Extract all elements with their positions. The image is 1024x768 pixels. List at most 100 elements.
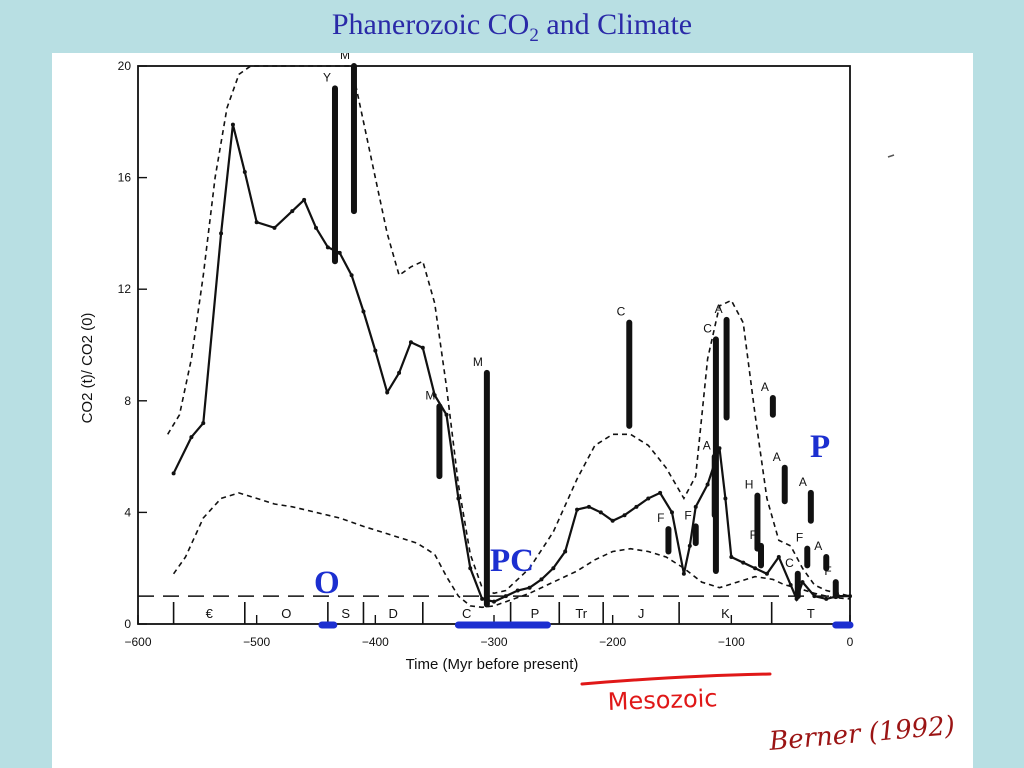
data-point <box>254 220 259 225</box>
climate-indicator-label: M <box>425 388 435 402</box>
x-tick-label: 0 <box>847 635 854 649</box>
climate-indicator-label: H <box>745 478 754 492</box>
x-tick-label: −100 <box>718 635 745 649</box>
data-point <box>705 482 710 487</box>
period-label: K <box>721 606 730 621</box>
series-lines <box>138 65 852 609</box>
data-point <box>492 599 496 604</box>
co2-upper-bound-line <box>167 65 851 597</box>
data-point <box>397 370 402 375</box>
climate-indicator-label: F <box>824 564 831 578</box>
data-point <box>646 496 651 501</box>
data-point <box>658 490 663 495</box>
y-tick-label: 16 <box>118 171 132 185</box>
data-point <box>586 504 591 509</box>
data-point <box>610 518 615 523</box>
data-point <box>527 585 532 590</box>
data-point <box>634 504 639 509</box>
mesozoic-underline <box>580 672 772 686</box>
mesozoic-label: Mesozoic <box>607 684 718 716</box>
data-point <box>764 571 769 576</box>
x-tick-label: −300 <box>480 635 507 649</box>
data-point <box>242 170 247 175</box>
period-label: S <box>341 606 350 621</box>
y-axis-title: CO2 (t)/ CO2 (0) <box>79 313 96 424</box>
co2-lower-bound-line <box>172 492 851 609</box>
data-point <box>302 197 307 202</box>
period-label: O <box>281 606 291 621</box>
climate-indicator-label: M <box>473 355 483 369</box>
climate-indicator-label: M <box>340 53 350 62</box>
y-tick-label: 4 <box>124 505 131 519</box>
climate-indicator-label: A <box>703 439 711 453</box>
climate-indicator-label: Y <box>323 70 331 84</box>
climate-indicator-label: A <box>761 380 769 394</box>
x-tick-label: −200 <box>599 635 626 649</box>
data-point <box>456 496 461 501</box>
data-point <box>219 231 224 236</box>
glaciation-label-o: O <box>314 565 340 601</box>
data-point <box>729 555 734 560</box>
data-point <box>480 596 485 601</box>
x-axis-ticks: −600 −500 −400 −300 −200 −100 0 <box>124 615 854 649</box>
data-point <box>687 543 692 548</box>
climate-indicator-label: A <box>715 302 723 316</box>
data-point <box>272 225 277 230</box>
data-point <box>325 245 330 250</box>
data-point <box>515 588 520 593</box>
data-point <box>230 122 235 127</box>
glaciation-label-pc: PC <box>490 543 534 579</box>
y-axis-ticks: 0 4 8 12 16 20 <box>118 59 147 631</box>
climate-indicator-label: F <box>684 508 691 522</box>
period-label: P <box>531 606 540 621</box>
data-point <box>432 393 437 398</box>
data-point <box>824 596 829 601</box>
climate-indicator-label: A <box>773 450 781 464</box>
period-label: C <box>462 606 471 621</box>
data-point <box>723 496 728 501</box>
title-tail: and Climate <box>538 8 693 41</box>
climate-indicator-label: C <box>785 556 794 570</box>
x-tick-label: −400 <box>362 635 389 649</box>
data-point <box>373 348 378 353</box>
y-tick-label: 12 <box>118 282 132 296</box>
data-point <box>201 421 206 426</box>
title-main: Phanerozoic CO <box>331 8 530 41</box>
data-point <box>539 577 544 582</box>
period-label: J <box>638 606 645 621</box>
data-point <box>681 571 686 576</box>
climate-indicator-label: A <box>799 475 807 489</box>
climate-indicator-label: F <box>750 528 757 542</box>
data-point <box>408 340 413 345</box>
plot-frame <box>137 65 851 625</box>
title-subscript: 2 <box>529 25 539 46</box>
data-point <box>575 507 580 512</box>
data-point <box>598 510 603 515</box>
data-point <box>337 250 342 255</box>
data-point <box>171 471 176 476</box>
slide-title: Phanerozoic CO2 and Climate <box>0 8 1024 47</box>
data-point <box>444 412 449 417</box>
data-point <box>361 309 366 314</box>
x-axis-title: Time (Myr before present) <box>406 656 579 673</box>
data-point <box>693 504 698 509</box>
data-point <box>670 510 674 515</box>
period-label: € <box>206 606 214 621</box>
data-point <box>551 566 556 571</box>
period-label: T <box>807 606 815 621</box>
data-point <box>741 560 746 565</box>
citation-label: Berner (1992) <box>767 711 956 757</box>
climate-indicator-label: A <box>814 539 822 553</box>
data-point <box>468 566 473 571</box>
data-point <box>189 435 194 440</box>
data-point <box>290 209 295 214</box>
period-boundaries: € O S D C P Tr J K T <box>172 602 815 624</box>
climate-indicator-label: C <box>703 321 712 335</box>
data-point <box>349 273 354 278</box>
climate-indicator-label: F <box>657 511 664 525</box>
y-tick-label: 20 <box>118 59 132 73</box>
period-label: Tr <box>575 606 587 621</box>
stray-mark <box>887 154 895 158</box>
